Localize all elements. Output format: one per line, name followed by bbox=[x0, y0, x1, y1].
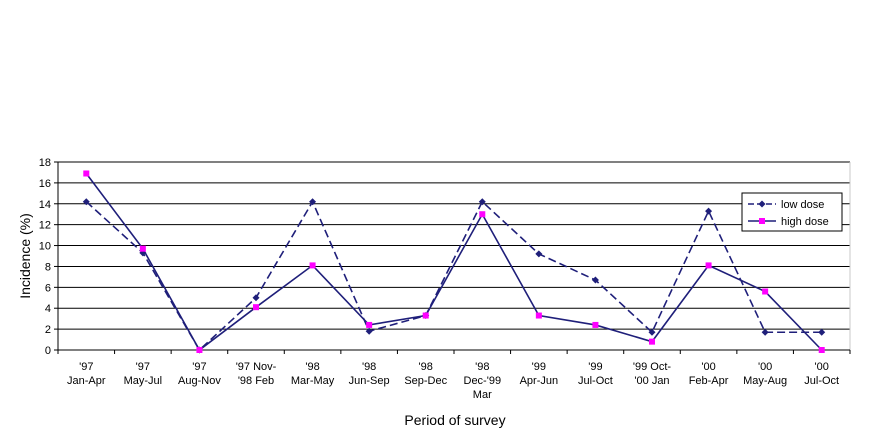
axis-layer: 0 2 4 6 8 10 12 14 16 18 '97 Jan-Apr '97 May-Jul '97 Au… bbox=[39, 157, 851, 401]
data-point-low-dose bbox=[82, 198, 90, 206]
data-point-low-dose bbox=[478, 198, 486, 206]
legend-marker bbox=[758, 200, 766, 208]
y-tick-label: 6 bbox=[45, 282, 51, 294]
data-point-high-dose bbox=[309, 262, 316, 269]
x-tick-label: '97 Nov-'98 Feb bbox=[236, 361, 277, 387]
data-point-low-dose bbox=[252, 294, 260, 302]
data-point-high-dose bbox=[253, 304, 259, 311]
data-point-high-dose bbox=[705, 262, 712, 269]
x-tick-label: '00 Jul-Oct bbox=[804, 361, 839, 387]
y-tick-label: 16 bbox=[39, 178, 51, 190]
legend-box bbox=[741, 192, 843, 232]
data-point-high-dose bbox=[762, 288, 769, 295]
x-tick-label: '98 Jun-Sep bbox=[349, 361, 390, 387]
legend: low dose high dose bbox=[741, 192, 843, 232]
y-tick-label: 14 bbox=[39, 199, 51, 211]
x-tick-label: '98 Dec-'99 Mar bbox=[464, 361, 502, 401]
x-tick-label: '00 Feb-Apr bbox=[689, 361, 729, 387]
data-point-low-dose bbox=[705, 207, 713, 215]
legend-label: high dose bbox=[781, 216, 829, 228]
x-tick-label: '99 Oct-'00 Jan bbox=[633, 361, 672, 387]
data-point-high-dose bbox=[818, 347, 825, 353]
data-point-high-dose bbox=[592, 321, 599, 328]
series-line-high-dose bbox=[85, 173, 823, 352]
legend-label: low dose bbox=[781, 199, 824, 211]
y-tick-label: 2 bbox=[45, 324, 51, 336]
data-point-low-dose bbox=[365, 327, 373, 335]
y-tick-label: 4 bbox=[45, 303, 51, 315]
x-tick-label: '97 Aug-Nov bbox=[178, 361, 221, 387]
data-point-high-dose bbox=[83, 170, 90, 177]
y-tick-label: 12 bbox=[39, 220, 51, 232]
data-point-low-dose bbox=[648, 328, 656, 336]
x-tick-label: '98 Mar-May bbox=[291, 361, 335, 387]
data-point-high-dose bbox=[479, 211, 486, 218]
data-point-high-dose bbox=[535, 312, 542, 319]
x-tick-label: '97 Jan-Apr bbox=[67, 361, 106, 387]
x-axis-title: Period of survey bbox=[404, 412, 505, 428]
data-point-high-dose bbox=[366, 321, 373, 328]
x-tick-label: '00 May-Aug bbox=[743, 361, 787, 387]
grid-layer bbox=[58, 161, 851, 350]
data-point-low-dose bbox=[535, 250, 543, 258]
x-tick-label: '99 Jul-Oct bbox=[578, 361, 613, 387]
y-tick-label: 0 bbox=[45, 345, 51, 357]
data-point-low-dose bbox=[309, 198, 317, 206]
data-point-low-dose bbox=[761, 328, 769, 336]
series-layer bbox=[82, 170, 826, 354]
data-point-low-dose bbox=[591, 276, 599, 284]
y-tick-label: 18 bbox=[39, 157, 51, 169]
x-tick-label: '99 Apr-Jun bbox=[520, 361, 559, 387]
y-axis-title: Incidence (%) bbox=[17, 213, 33, 299]
legend-marker bbox=[759, 218, 765, 224]
data-point-high-dose bbox=[196, 347, 203, 353]
data-point-high-dose bbox=[649, 338, 655, 345]
y-tick-label: 10 bbox=[39, 241, 51, 253]
data-point-low-dose bbox=[818, 328, 826, 336]
x-tick-label: '97 May-Jul bbox=[124, 361, 163, 387]
data-point-high-dose bbox=[139, 245, 146, 252]
series-line-low-dose bbox=[85, 199, 822, 352]
y-tick-label: 8 bbox=[45, 261, 51, 273]
data-point-high-dose bbox=[422, 312, 429, 319]
x-tick-label: '98 Sep-Dec bbox=[404, 361, 447, 387]
